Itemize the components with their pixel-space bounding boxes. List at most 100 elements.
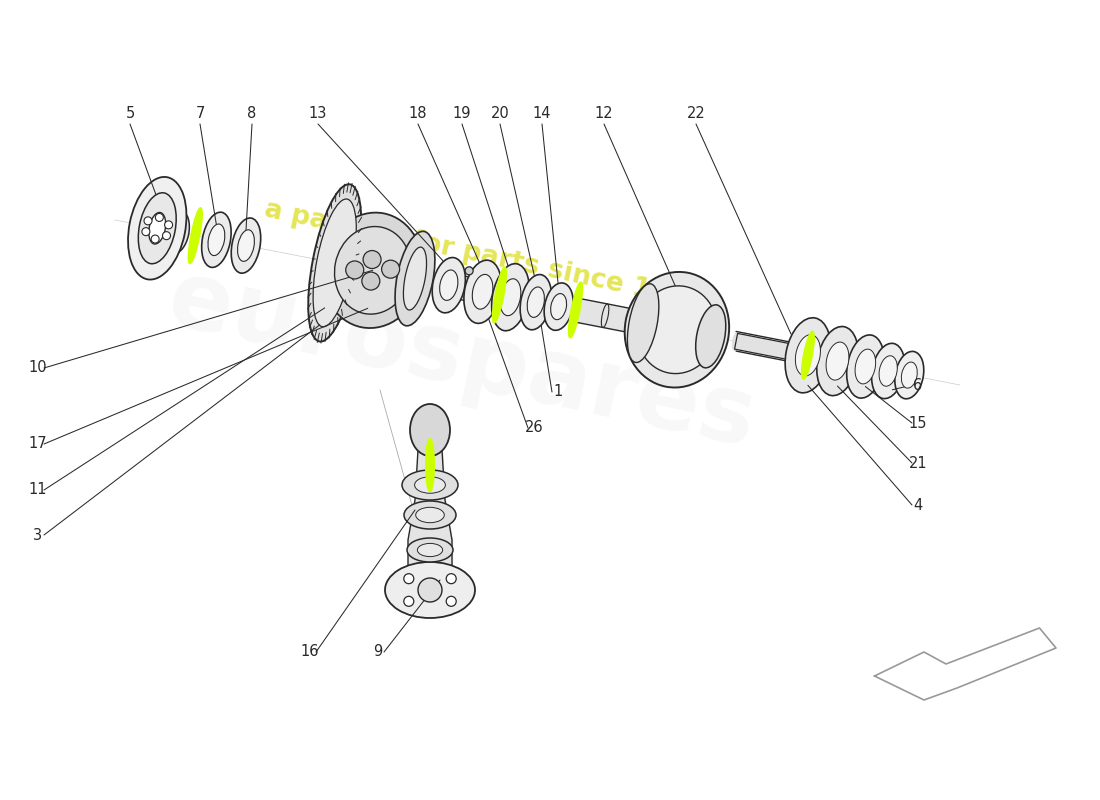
Ellipse shape <box>625 272 729 387</box>
Ellipse shape <box>581 300 590 324</box>
Ellipse shape <box>432 258 465 313</box>
Ellipse shape <box>231 218 261 273</box>
Ellipse shape <box>334 226 411 314</box>
Ellipse shape <box>879 356 898 386</box>
Circle shape <box>404 574 414 584</box>
Text: 20: 20 <box>491 106 509 122</box>
Ellipse shape <box>417 543 442 557</box>
Text: eurospares: eurospares <box>161 253 763 467</box>
Ellipse shape <box>544 283 573 330</box>
Circle shape <box>142 228 150 236</box>
Ellipse shape <box>732 331 740 351</box>
Ellipse shape <box>415 477 446 494</box>
Circle shape <box>404 596 414 606</box>
Circle shape <box>345 261 364 279</box>
Ellipse shape <box>855 349 876 384</box>
Ellipse shape <box>407 538 453 562</box>
Ellipse shape <box>785 318 830 393</box>
Ellipse shape <box>551 294 566 320</box>
Ellipse shape <box>474 279 483 303</box>
Ellipse shape <box>201 212 231 267</box>
Ellipse shape <box>758 337 767 356</box>
Ellipse shape <box>148 213 166 244</box>
Ellipse shape <box>637 286 717 374</box>
Ellipse shape <box>404 247 427 310</box>
Ellipse shape <box>871 343 905 398</box>
Ellipse shape <box>778 341 786 360</box>
Ellipse shape <box>328 236 369 295</box>
Ellipse shape <box>453 275 462 298</box>
Ellipse shape <box>695 305 726 368</box>
Ellipse shape <box>570 298 580 322</box>
Text: 17: 17 <box>29 437 47 451</box>
Ellipse shape <box>485 282 494 305</box>
Ellipse shape <box>128 177 187 279</box>
Ellipse shape <box>416 507 444 522</box>
Circle shape <box>382 260 399 278</box>
Ellipse shape <box>795 334 821 376</box>
Text: 16: 16 <box>300 645 319 659</box>
Text: 10: 10 <box>29 361 47 375</box>
Circle shape <box>447 596 456 606</box>
Circle shape <box>447 574 456 584</box>
Ellipse shape <box>613 306 623 330</box>
Polygon shape <box>433 271 646 335</box>
Ellipse shape <box>528 290 537 314</box>
Ellipse shape <box>751 335 760 355</box>
Ellipse shape <box>188 208 202 263</box>
Ellipse shape <box>517 287 526 311</box>
Ellipse shape <box>208 224 224 255</box>
Ellipse shape <box>164 210 189 254</box>
Ellipse shape <box>322 213 424 328</box>
Text: 14: 14 <box>532 106 551 122</box>
Text: 5: 5 <box>125 106 134 122</box>
Ellipse shape <box>738 333 747 353</box>
Text: 8: 8 <box>248 106 256 122</box>
Text: 3: 3 <box>33 527 43 542</box>
Circle shape <box>363 250 381 269</box>
Text: 26: 26 <box>525 421 543 435</box>
Text: 21: 21 <box>909 455 927 470</box>
Ellipse shape <box>847 335 884 398</box>
Ellipse shape <box>410 404 450 456</box>
Ellipse shape <box>426 439 434 491</box>
Ellipse shape <box>627 284 659 362</box>
Ellipse shape <box>472 274 493 309</box>
Circle shape <box>163 232 170 240</box>
Ellipse shape <box>901 362 917 388</box>
Ellipse shape <box>402 470 458 500</box>
Text: a passion for parts since 1985: a passion for parts since 1985 <box>262 197 706 315</box>
Text: 1: 1 <box>553 385 562 399</box>
Text: 18: 18 <box>409 106 427 122</box>
Text: 6: 6 <box>913 378 923 393</box>
Ellipse shape <box>771 339 780 359</box>
Ellipse shape <box>549 294 558 318</box>
Text: 22: 22 <box>686 106 705 122</box>
Text: 7: 7 <box>196 106 205 122</box>
Ellipse shape <box>764 338 773 358</box>
Ellipse shape <box>784 342 793 362</box>
Circle shape <box>165 221 173 229</box>
Circle shape <box>144 217 152 225</box>
Polygon shape <box>874 628 1056 700</box>
Text: 4: 4 <box>913 498 923 513</box>
Ellipse shape <box>538 292 548 315</box>
Ellipse shape <box>139 193 176 264</box>
Circle shape <box>151 235 160 243</box>
Polygon shape <box>735 334 805 362</box>
Ellipse shape <box>496 283 505 307</box>
Ellipse shape <box>745 334 754 354</box>
Ellipse shape <box>308 184 361 342</box>
Ellipse shape <box>603 304 612 328</box>
Circle shape <box>155 214 164 222</box>
Ellipse shape <box>791 343 800 362</box>
Text: 9: 9 <box>373 645 383 659</box>
Ellipse shape <box>440 270 458 300</box>
Circle shape <box>418 578 442 602</box>
Ellipse shape <box>431 271 441 294</box>
Text: 11: 11 <box>29 482 47 498</box>
Ellipse shape <box>826 342 849 380</box>
Ellipse shape <box>506 286 516 309</box>
Text: 12: 12 <box>595 106 614 122</box>
Ellipse shape <box>816 326 858 396</box>
